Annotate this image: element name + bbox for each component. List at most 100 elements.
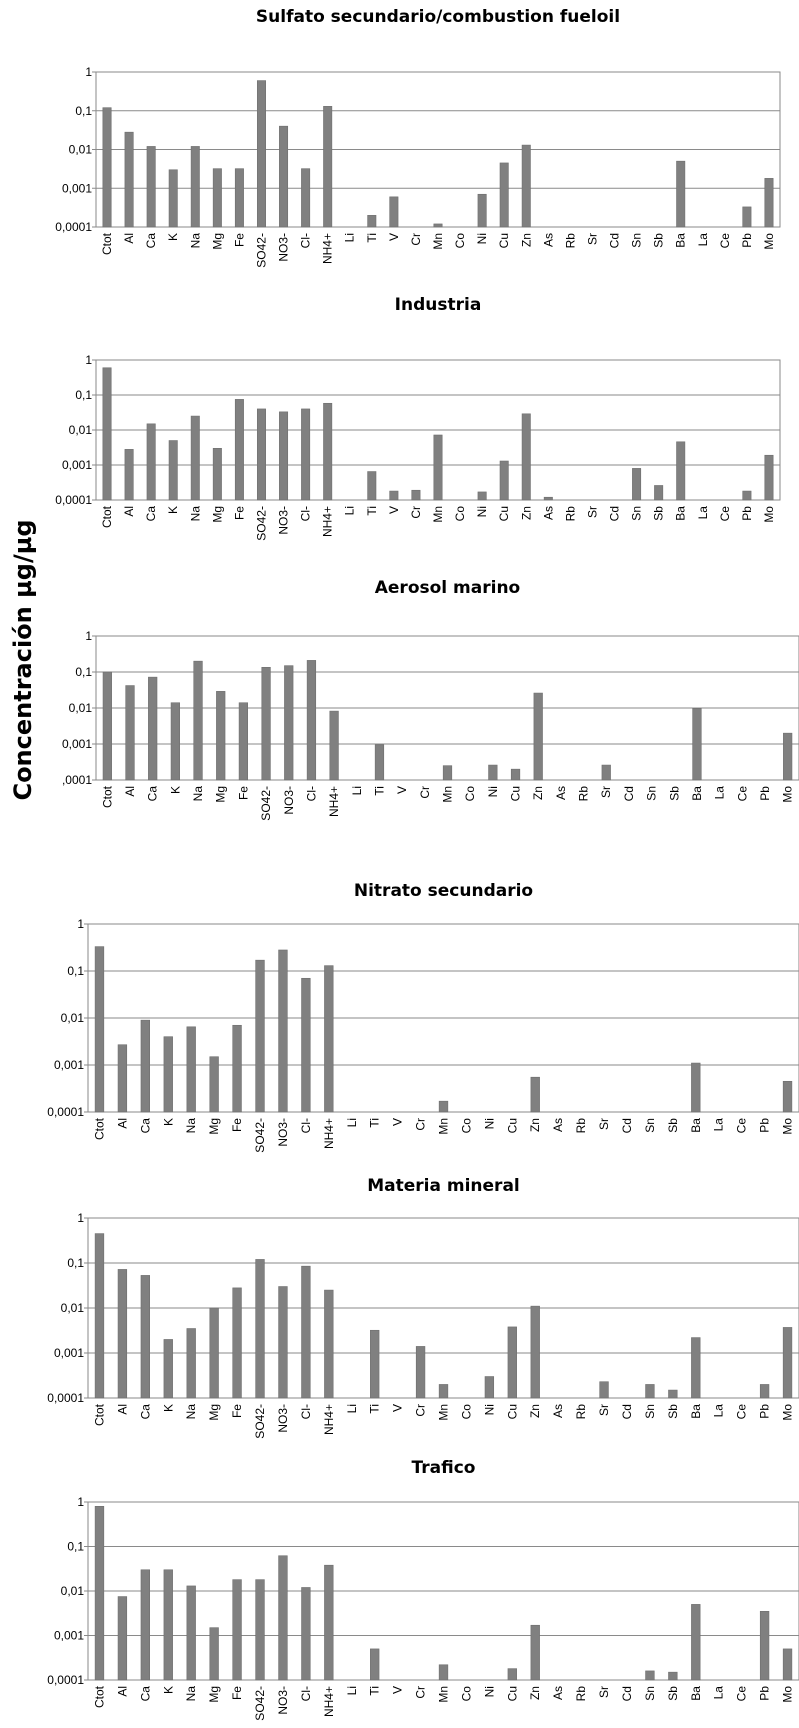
bar-Mn xyxy=(438,1384,449,1399)
y-tick-label: 0,1 xyxy=(75,104,92,118)
x-tick-label: Sr xyxy=(599,786,613,798)
bar-SO42- xyxy=(255,959,265,1113)
bar-Mo xyxy=(783,732,793,781)
x-tick-label: Li xyxy=(345,1404,359,1413)
x-tick-label: Rb xyxy=(563,506,577,522)
x-tick-label: Zn xyxy=(519,233,533,247)
y-tick-label: 0,1 xyxy=(67,964,84,978)
x-tick-label: Ba xyxy=(689,1118,703,1133)
bar-Na xyxy=(190,415,200,501)
y-tick-label: 0,01 xyxy=(61,1584,85,1598)
x-tick-label: Zn xyxy=(528,1118,542,1132)
x-tick-label: Ni xyxy=(482,1118,496,1129)
x-tick-label: Ca xyxy=(144,506,158,522)
x-tick-label: Mn xyxy=(441,786,455,803)
bar-SO42- xyxy=(255,1579,265,1681)
y-tick-label: 0,0001 xyxy=(55,220,92,234)
bar-Mo xyxy=(782,1080,793,1113)
x-tick-label: Mn xyxy=(431,506,445,523)
bar-Fe xyxy=(238,702,249,781)
y-tick-label: 1 xyxy=(77,1495,84,1509)
x-tick-label: Sn xyxy=(630,233,644,248)
x-tick-label: As xyxy=(551,1686,565,1700)
bar-Sb xyxy=(668,1671,678,1681)
x-tick-label: Mn xyxy=(431,233,445,250)
bar-Mo xyxy=(782,1327,793,1399)
bar-Ni xyxy=(488,764,498,781)
panel-title: Aerosol marino xyxy=(375,578,520,598)
x-tick-label: SO42- xyxy=(253,1686,267,1721)
bar-Ti xyxy=(370,1329,380,1399)
bar-NH4+ xyxy=(324,1289,334,1399)
x-tick-label: As xyxy=(551,1118,565,1132)
bar-Al xyxy=(125,685,135,781)
bar-Ca xyxy=(140,1275,150,1399)
x-tick-label: Cl- xyxy=(304,786,318,801)
bar-Ctot xyxy=(94,1506,105,1681)
x-tick-label: La xyxy=(712,1686,726,1700)
bar-Mn xyxy=(433,434,443,501)
bar-NO3- xyxy=(279,125,289,228)
x-tick-label: Ba xyxy=(689,1686,703,1701)
bar-Na xyxy=(186,1026,196,1113)
bar-Fe xyxy=(234,399,244,501)
y-tick-label: ,0001 xyxy=(62,773,92,787)
bar-Na xyxy=(186,1328,196,1399)
bar-Cu xyxy=(499,162,509,228)
x-tick-label: Rb xyxy=(577,786,591,802)
bar-NH4+ xyxy=(324,1564,334,1681)
y-tick-label: 0,001 xyxy=(62,737,92,751)
x-tick-label: Ti xyxy=(365,506,379,516)
x-tick-label: Fe xyxy=(232,233,246,247)
bar-Sr xyxy=(599,1381,609,1399)
x-tick-label: Sb xyxy=(666,1404,680,1419)
bar-NO3- xyxy=(278,1555,288,1681)
bar-Sn xyxy=(645,1670,655,1681)
y-tick-label: 0,001 xyxy=(54,1629,84,1643)
x-tick-label: Ni xyxy=(475,233,489,244)
bar-Mn xyxy=(442,765,453,781)
bar-Mo xyxy=(764,178,774,228)
x-tick-label: Mo xyxy=(781,1686,795,1703)
bar-K xyxy=(168,169,178,228)
x-tick-label: La xyxy=(696,233,710,247)
bar-Pb xyxy=(742,490,752,501)
x-tick-label: Mg xyxy=(207,1404,221,1421)
bar-Al xyxy=(117,1596,128,1681)
bar-Mn xyxy=(438,1100,449,1113)
x-tick-label: Zn xyxy=(519,506,533,520)
x-tick-label: Ni xyxy=(482,1404,496,1415)
x-tick-label: La xyxy=(712,1404,726,1418)
x-tick-label: Cu xyxy=(505,1686,519,1701)
x-tick-label: Co xyxy=(459,1404,473,1420)
x-tick-label: Rb xyxy=(563,233,577,249)
x-tick-label: NO3- xyxy=(282,786,296,815)
x-tick-label: Ce xyxy=(735,1686,749,1702)
x-tick-label: Al xyxy=(122,233,136,244)
bar-Cu xyxy=(507,1326,517,1399)
x-tick-label: Sr xyxy=(585,506,599,518)
bar-Cl- xyxy=(306,660,317,781)
bar-Mg xyxy=(212,448,222,501)
x-tick-label: V xyxy=(395,786,409,794)
x-tick-label: Sn xyxy=(643,1686,657,1701)
x-tick-label: SO42- xyxy=(253,1118,267,1153)
x-tick-label: Ti xyxy=(372,786,386,796)
x-tick-label: NO3- xyxy=(277,506,291,535)
x-tick-label: Mg xyxy=(207,1686,221,1703)
bar-Sn xyxy=(632,468,642,501)
bar-Na xyxy=(190,146,200,228)
x-tick-label: Mn xyxy=(437,1118,451,1135)
x-tick-label: Al xyxy=(123,786,137,797)
bar-Ni xyxy=(477,491,487,501)
bar-Mo xyxy=(764,454,774,501)
x-tick-label: Mn xyxy=(437,1404,451,1421)
x-tick-label: Ctot xyxy=(100,505,114,528)
x-tick-label: Cd xyxy=(620,1118,634,1133)
x-tick-label: Mo xyxy=(781,786,795,803)
bar-As xyxy=(543,496,553,501)
x-tick-label: Cr xyxy=(414,1404,428,1417)
x-tick-label: Sb xyxy=(652,233,666,248)
bar-Mg xyxy=(209,1627,219,1681)
x-tick-label: Ce xyxy=(735,786,749,802)
